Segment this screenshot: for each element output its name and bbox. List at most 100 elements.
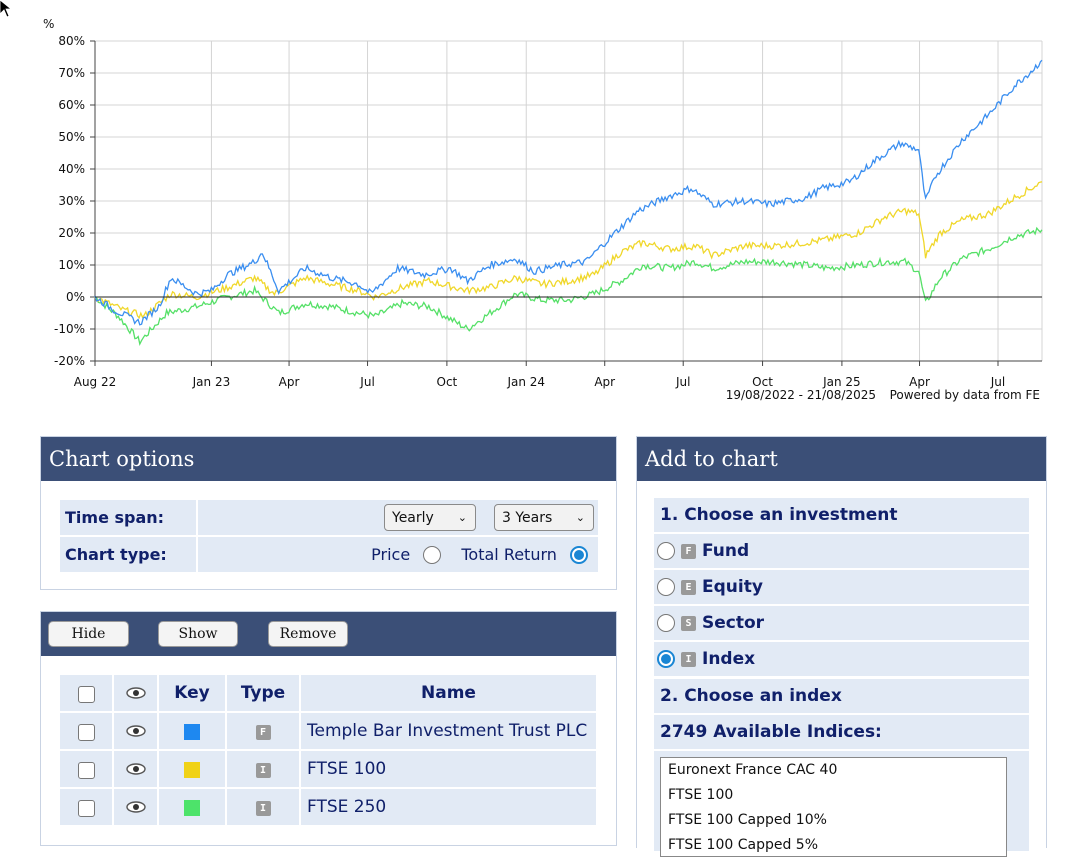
row-name: FTSE 100 <box>301 751 596 787</box>
x-tick-label: Oct <box>437 375 458 389</box>
sector-type-icon: S <box>681 615 696 631</box>
sector-radio[interactable] <box>657 614 675 632</box>
source-label: Powered by data from FE <box>890 388 1040 402</box>
row-key-cell <box>159 789 225 825</box>
x-tick-label: Jan 24 <box>506 375 545 389</box>
key-swatch <box>184 724 200 740</box>
y-axis-label: % <box>43 17 54 31</box>
key-swatch <box>184 800 200 816</box>
row-checkbox[interactable] <box>77 761 95 779</box>
y-tick-label: 50% <box>58 130 85 144</box>
chart-options-table: Time span: Yearly ⌄ 3 Years ⌄ Chart type… <box>58 498 600 574</box>
index-listbox[interactable]: Euronext France CAC 40 FTSE 100 FTSE 100… <box>660 757 1007 857</box>
fund-label: Fund <box>702 541 750 561</box>
x-tick-label: Apr <box>594 375 615 389</box>
y-tick-label: 40% <box>58 162 85 176</box>
performance-chart: 80% 70% 60% 50% 40% 30% 20% 10% 0% -10% -20% Aug 22… <box>0 0 1089 410</box>
index-type-icon: I <box>255 762 271 778</box>
index-radio[interactable] <box>657 650 675 668</box>
series-line <box>94 59 1043 326</box>
x-tick-label: Jul <box>359 375 374 389</box>
total-return-label: Total Return <box>461 544 557 564</box>
y-tick-label: 30% <box>58 194 85 208</box>
table-row: I FTSE 250 <box>60 789 596 825</box>
x-tick-label: Jul <box>990 375 1005 389</box>
y-tick-label: -20% <box>54 354 85 368</box>
fund-type-icon: F <box>255 724 271 740</box>
list-item[interactable]: FTSE 100 Capped 5% <box>668 837 819 853</box>
eye-icon[interactable] <box>125 800 146 813</box>
row-check-cell <box>60 713 112 749</box>
option-index[interactable]: I Index <box>654 642 1029 676</box>
table-header-row: Key Type Name <box>60 675 596 711</box>
list-toolbar: Hide Show Remove <box>41 612 616 656</box>
row-name: Temple Bar Investment Trust PLC <box>301 713 596 749</box>
fund-radio[interactable] <box>657 542 675 560</box>
visibility-header <box>114 675 157 711</box>
remove-button[interactable]: Remove <box>268 621 348 647</box>
x-tick-label: Jul <box>675 375 690 389</box>
row-type-cell: I <box>227 789 299 825</box>
eye-icon <box>125 686 146 699</box>
price-label: Price <box>371 544 411 564</box>
mouse-cursor-icon <box>0 0 12 18</box>
chevron-down-icon: ⌄ <box>457 511 467 524</box>
x-tick-label: Jan 25 <box>822 375 861 389</box>
row-name: FTSE 250 <box>301 789 596 825</box>
row-checkbox[interactable] <box>77 799 95 817</box>
option-equity[interactable]: E Equity <box>654 570 1029 604</box>
table-row: F Temple Bar Investment Trust PLC <box>60 713 596 749</box>
row-type-cell: I <box>227 751 299 787</box>
equity-radio[interactable] <box>657 578 675 596</box>
list-item[interactable]: FTSE 100 Capped 10% <box>668 812 827 828</box>
eye-icon[interactable] <box>125 762 146 775</box>
key-header: Key <box>159 675 225 711</box>
time-span-period-select[interactable]: Yearly ⌄ <box>384 504 476 531</box>
time-span-period-value: Yearly <box>392 509 434 526</box>
y-tick-label: 0% <box>66 290 85 304</box>
equity-label: Equity <box>702 577 763 597</box>
y-tick-label: -10% <box>54 322 85 336</box>
option-fund[interactable]: F Fund <box>654 534 1029 568</box>
add-to-chart-panel: Add to chart 1. Choose an investment F F… <box>636 436 1047 857</box>
y-tick-label: 70% <box>58 66 85 80</box>
chart-options-panel: Chart options Time span: Yearly ⌄ 3 Year… <box>40 436 617 590</box>
type-header: Type <box>227 675 299 711</box>
investment-list-panel: Hide Show Remove Key Type Name F Temple … <box>40 611 617 846</box>
select-all-cell <box>60 675 112 711</box>
chart-type-label: Chart type: <box>60 537 196 572</box>
add-to-chart-title: Add to chart <box>637 437 1046 481</box>
table-row: I FTSE 100 <box>60 751 596 787</box>
eye-icon[interactable] <box>125 724 146 737</box>
row-visibility-cell <box>114 751 157 787</box>
option-sector[interactable]: S Sector <box>654 606 1029 640</box>
y-tick-label: 10% <box>58 258 85 272</box>
x-tick-label: Apr <box>909 375 930 389</box>
x-tick-label: Oct <box>752 375 773 389</box>
row-visibility-cell <box>114 789 157 825</box>
chevron-down-icon: ⌄ <box>575 511 585 524</box>
name-header: Name <box>301 675 596 711</box>
row-checkbox[interactable] <box>77 723 95 741</box>
chart-type-controls: Price Total Return <box>198 537 598 572</box>
y-tick-label: 20% <box>58 226 85 240</box>
investment-table: Key Type Name F Temple Bar Investment Tr… <box>58 673 598 827</box>
row-type-cell: F <box>227 713 299 749</box>
y-tick-label: 80% <box>58 34 85 48</box>
price-radio[interactable] <box>423 546 442 565</box>
show-button[interactable]: Show <box>158 621 238 647</box>
list-item[interactable]: Euronext France CAC 40 <box>668 762 838 778</box>
chart-canvas: 80% 70% 60% 50% 40% 30% 20% 10% 0% -10% -20% Aug 22… <box>43 17 1043 402</box>
row-check-cell <box>60 789 112 825</box>
hide-button[interactable]: Hide <box>48 621 129 647</box>
row-check-cell <box>60 751 112 787</box>
time-span-length-select[interactable]: 3 Years ⌄ <box>494 504 594 531</box>
series-line <box>94 181 1043 320</box>
step2-label: 2. Choose an index <box>654 679 1029 713</box>
select-all-checkbox[interactable] <box>77 685 95 703</box>
index-label: Index <box>702 649 756 669</box>
list-item[interactable]: FTSE 100 <box>668 787 734 803</box>
x-tick-label: Apr <box>279 375 300 389</box>
index-type-icon: I <box>681 651 696 667</box>
total-return-radio[interactable] <box>570 546 588 565</box>
